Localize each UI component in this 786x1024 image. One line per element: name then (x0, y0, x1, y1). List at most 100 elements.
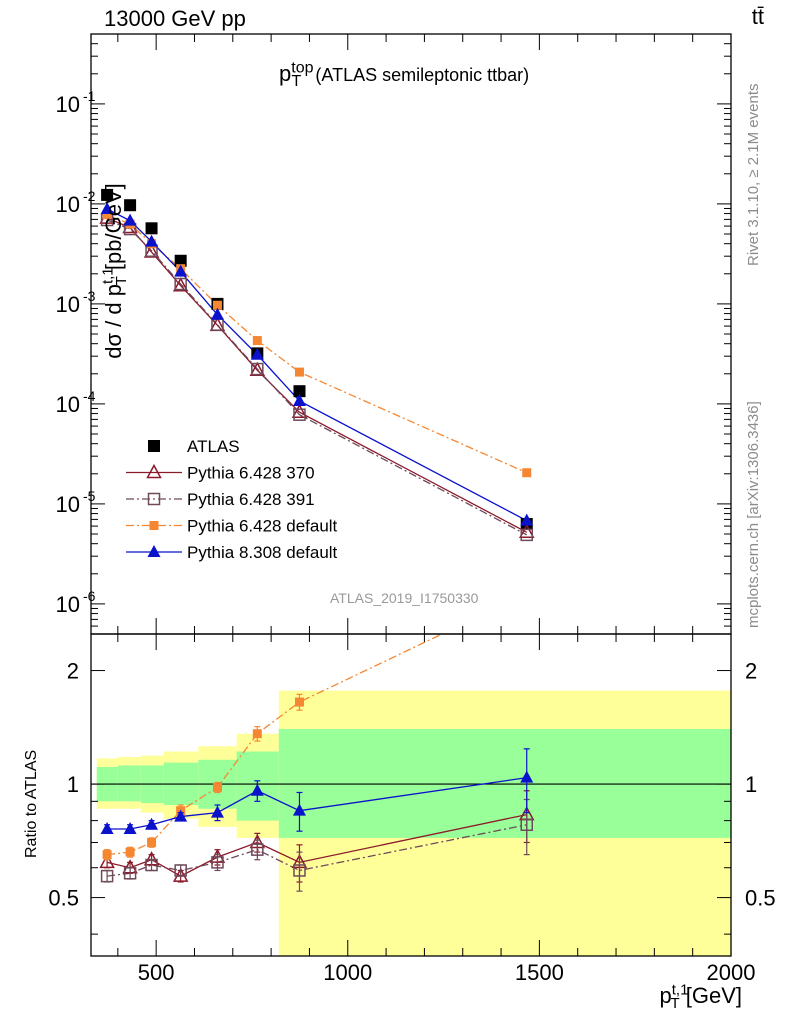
title-sub: T (291, 73, 302, 91)
title-main: p (279, 61, 292, 86)
main-point-s4-6 (292, 393, 306, 406)
analysis-id-annotation: ATLAS_2019_I1750330 (330, 590, 479, 606)
main-line-series-1 (106, 217, 528, 533)
main-y-tick-exponent: -5 (83, 488, 96, 504)
main-point-s4-3 (174, 264, 188, 277)
legend-marker-2 (147, 492, 161, 506)
main-line-series-4 (106, 208, 528, 522)
main-series-lines (106, 208, 528, 536)
main-y-tick-label: 10 (56, 292, 80, 317)
ratio-point-s2-4 (212, 782, 222, 792)
ratio-point-s2-7 (522, 589, 531, 598)
ratio-y-axis-label: Ratio to ATLAS (23, 749, 40, 858)
legend-label-4: Pythia 8.308 default (187, 543, 338, 562)
energy-label: 13000 GeV pp (104, 6, 246, 31)
ratio-point-s2-6 (294, 697, 304, 707)
ratio-point-s1-4 (211, 856, 224, 869)
ratio-line-series-3 (107, 776, 527, 830)
ratio-point-s1-5 (251, 843, 264, 856)
ratio-y-tick-label-left: 2 (67, 659, 79, 684)
main-point-s4-2 (145, 234, 159, 247)
main-point-s1-2 (143, 243, 160, 258)
ratio-point-s3-1 (123, 822, 137, 835)
main-y-tick-label: 10 (56, 392, 80, 417)
x-tick-label: 2000 (707, 960, 756, 985)
process-label: tt̄ (751, 4, 764, 29)
xlabel-main: p (659, 983, 672, 1008)
x-tick-label: 1000 (323, 960, 372, 985)
main-point-s3-4 (212, 300, 222, 310)
main-point-s2-7 (520, 528, 533, 542)
ratio-point-s3-4 (210, 805, 224, 818)
legend-marker-4 (147, 545, 161, 557)
ratio-point-s2-5 (252, 729, 262, 739)
ratio-point-s2-0 (102, 850, 112, 860)
main-point-s2-3 (174, 277, 187, 291)
main-point-s4-5 (250, 347, 264, 360)
main-point-s1-3 (172, 277, 189, 292)
ratio-uncertainty-bands (91, 690, 731, 956)
ratio-series-markers (99, 589, 535, 892)
ratio-point-s2-1 (125, 847, 135, 857)
main-point-s1-6 (291, 403, 308, 419)
legend: ATLAS Pythia 6.428 370 Pythia 6.428 391 Pyt… (126, 437, 338, 562)
main-point-s4-4 (210, 307, 224, 320)
main-y-tick-exponent: -6 (83, 588, 96, 604)
legend-label-2: Pythia 6.428 391 (187, 490, 315, 509)
main-y-tick-exponent: -4 (83, 388, 96, 404)
ratio-point-s1-0 (100, 869, 114, 883)
mcplots-reference-label: mcplots.cern.ch [arXiv:1306.3436] (745, 401, 762, 628)
ratio-point-s3-6 (292, 803, 306, 816)
main-y-tick-label: 10 (56, 192, 80, 217)
main-point-s2-5 (251, 362, 264, 376)
x-axis-label: pt,1T [GeV] (659, 983, 742, 1013)
legend-marker-1 (146, 463, 162, 479)
main-point-s4-1 (123, 213, 137, 226)
ratio-point-s0-0 (99, 853, 115, 869)
main-point-s0-2 (145, 222, 158, 235)
ratio-point-s3-0 (100, 822, 114, 835)
ratio-point-s3-5 (250, 783, 264, 796)
main-point-s4-7 (520, 513, 534, 526)
band-inner-1 (117, 765, 141, 802)
main-point-s3-7 (522, 468, 532, 478)
main-y-tick-exponent: -1 (83, 88, 96, 104)
rivet-version-label: Rivet 3.1.10, ≥ 2.1M events (745, 83, 762, 267)
main-point-s2-6 (293, 408, 306, 421)
legend-marker-0 (148, 440, 160, 452)
ylabel-rest: [pb/GeV] (100, 183, 126, 271)
main-y-tick-label: 10 (56, 92, 80, 117)
main-y-tick-exponent: -2 (83, 188, 96, 204)
xlabel-rest: [GeV] (685, 983, 742, 1008)
legend-marker-3 (149, 521, 159, 530)
ratio-y-tick-label-right: 0.5 (745, 886, 776, 911)
main-point-s0-1 (124, 199, 137, 212)
ratio-point-s1-6 (293, 864, 306, 877)
main-point-s4-0 (100, 201, 114, 214)
main-point-s0-6 (293, 385, 306, 398)
ratio-point-s3-7 (520, 770, 534, 783)
main-point-s3-6 (294, 367, 304, 377)
ratio-point-s1-2 (145, 858, 158, 872)
main-point-s3-0 (102, 210, 112, 220)
ratio-point-s3-2 (145, 817, 159, 830)
ratio-point-s0-3 (172, 867, 189, 882)
main-point-s3-5 (252, 336, 262, 346)
ratio-plot-frame (90, 633, 732, 957)
plot-title: ptopT (ATLAS semileptonic ttbar) (279, 60, 530, 91)
xlabel-sub: T (670, 995, 680, 1013)
legend-label-3: Pythia 6.428 default (187, 517, 338, 536)
legend-label-0: ATLAS (187, 437, 240, 456)
main-point-s1-7 (518, 523, 535, 539)
ratio-y-tick-label-right: 1 (745, 772, 757, 797)
main-point-s0-3 (174, 254, 187, 267)
ratio-y-tick-label-right: 2 (745, 659, 757, 684)
x-tick-label: 500 (138, 960, 175, 985)
title-rest: (ATLAS semileptonic ttbar) (315, 65, 530, 85)
ratio-point-s1-3 (174, 864, 187, 877)
main-y-axis-label: dσ / d pt,1T [pb/GeV] (99, 183, 130, 359)
band-inner-6 (278, 728, 731, 838)
ratio-point-s1-1 (123, 867, 137, 880)
